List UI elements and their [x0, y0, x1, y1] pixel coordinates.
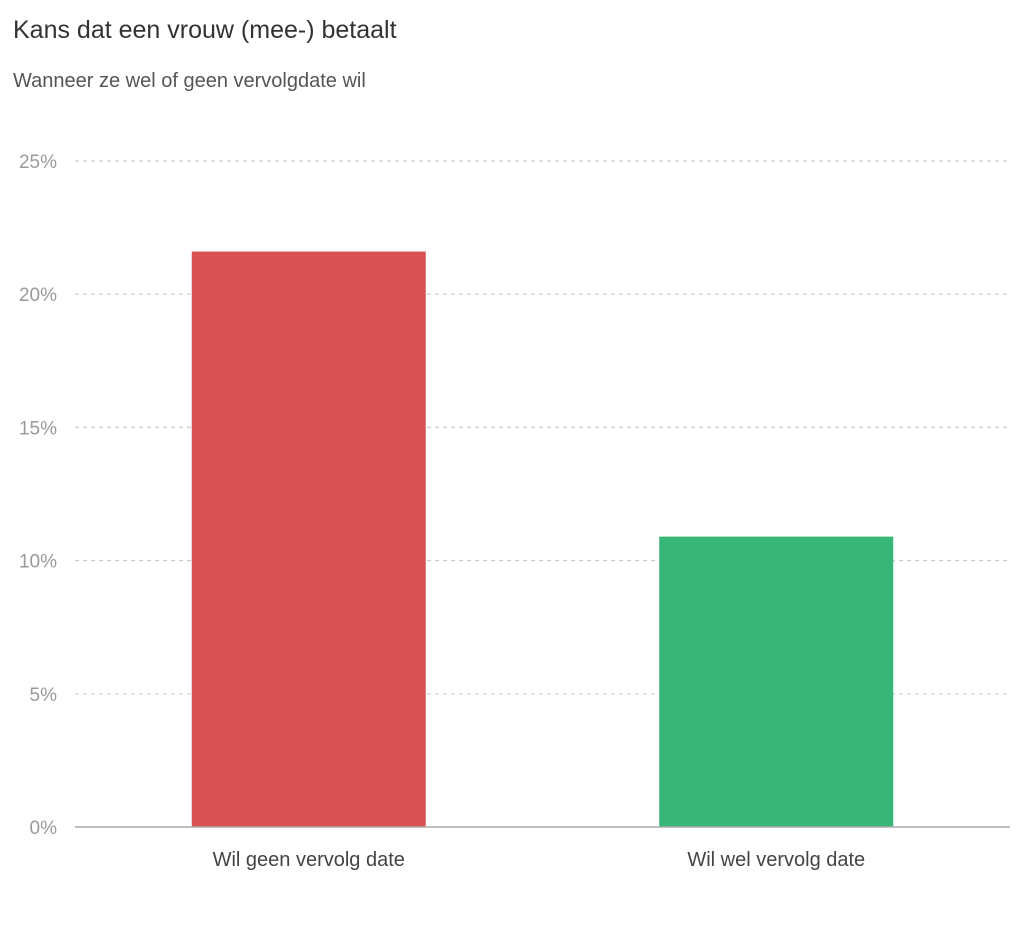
chart-subtitle: Wanneer ze wel of geen vervolgdate wil — [13, 70, 366, 92]
chart-title: Kans dat een vrouw (mee-) betaalt — [13, 16, 397, 44]
y-axis-ticks: 0% 5% 10% 15% 20% 25% — [19, 152, 57, 839]
x-axis-labels: Wil geen vervolg date Wil wel vervolg dat… — [213, 849, 866, 871]
x-category-label: Wil geen vervolg date — [213, 849, 405, 871]
bar-1 — [191, 251, 426, 828]
x-category-label: Wil wel vervolg date — [687, 849, 865, 871]
y-tick-label: 5% — [30, 685, 58, 706]
bar-2 — [659, 536, 894, 827]
y-tick-label: 15% — [19, 418, 57, 439]
bars — [191, 251, 894, 828]
y-tick-label: 10% — [19, 552, 57, 573]
y-tick-label: 0% — [30, 818, 58, 839]
y-tick-label: 25% — [19, 152, 57, 173]
y-tick-label: 20% — [19, 285, 57, 306]
